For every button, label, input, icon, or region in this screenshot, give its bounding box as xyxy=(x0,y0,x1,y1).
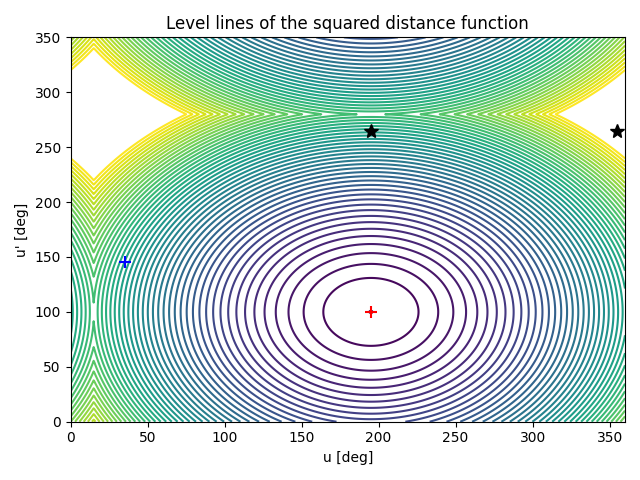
Y-axis label: u' [deg]: u' [deg] xyxy=(15,203,29,257)
Title: Level lines of the squared distance function: Level lines of the squared distance func… xyxy=(166,15,529,33)
X-axis label: u [deg]: u [deg] xyxy=(323,451,373,465)
